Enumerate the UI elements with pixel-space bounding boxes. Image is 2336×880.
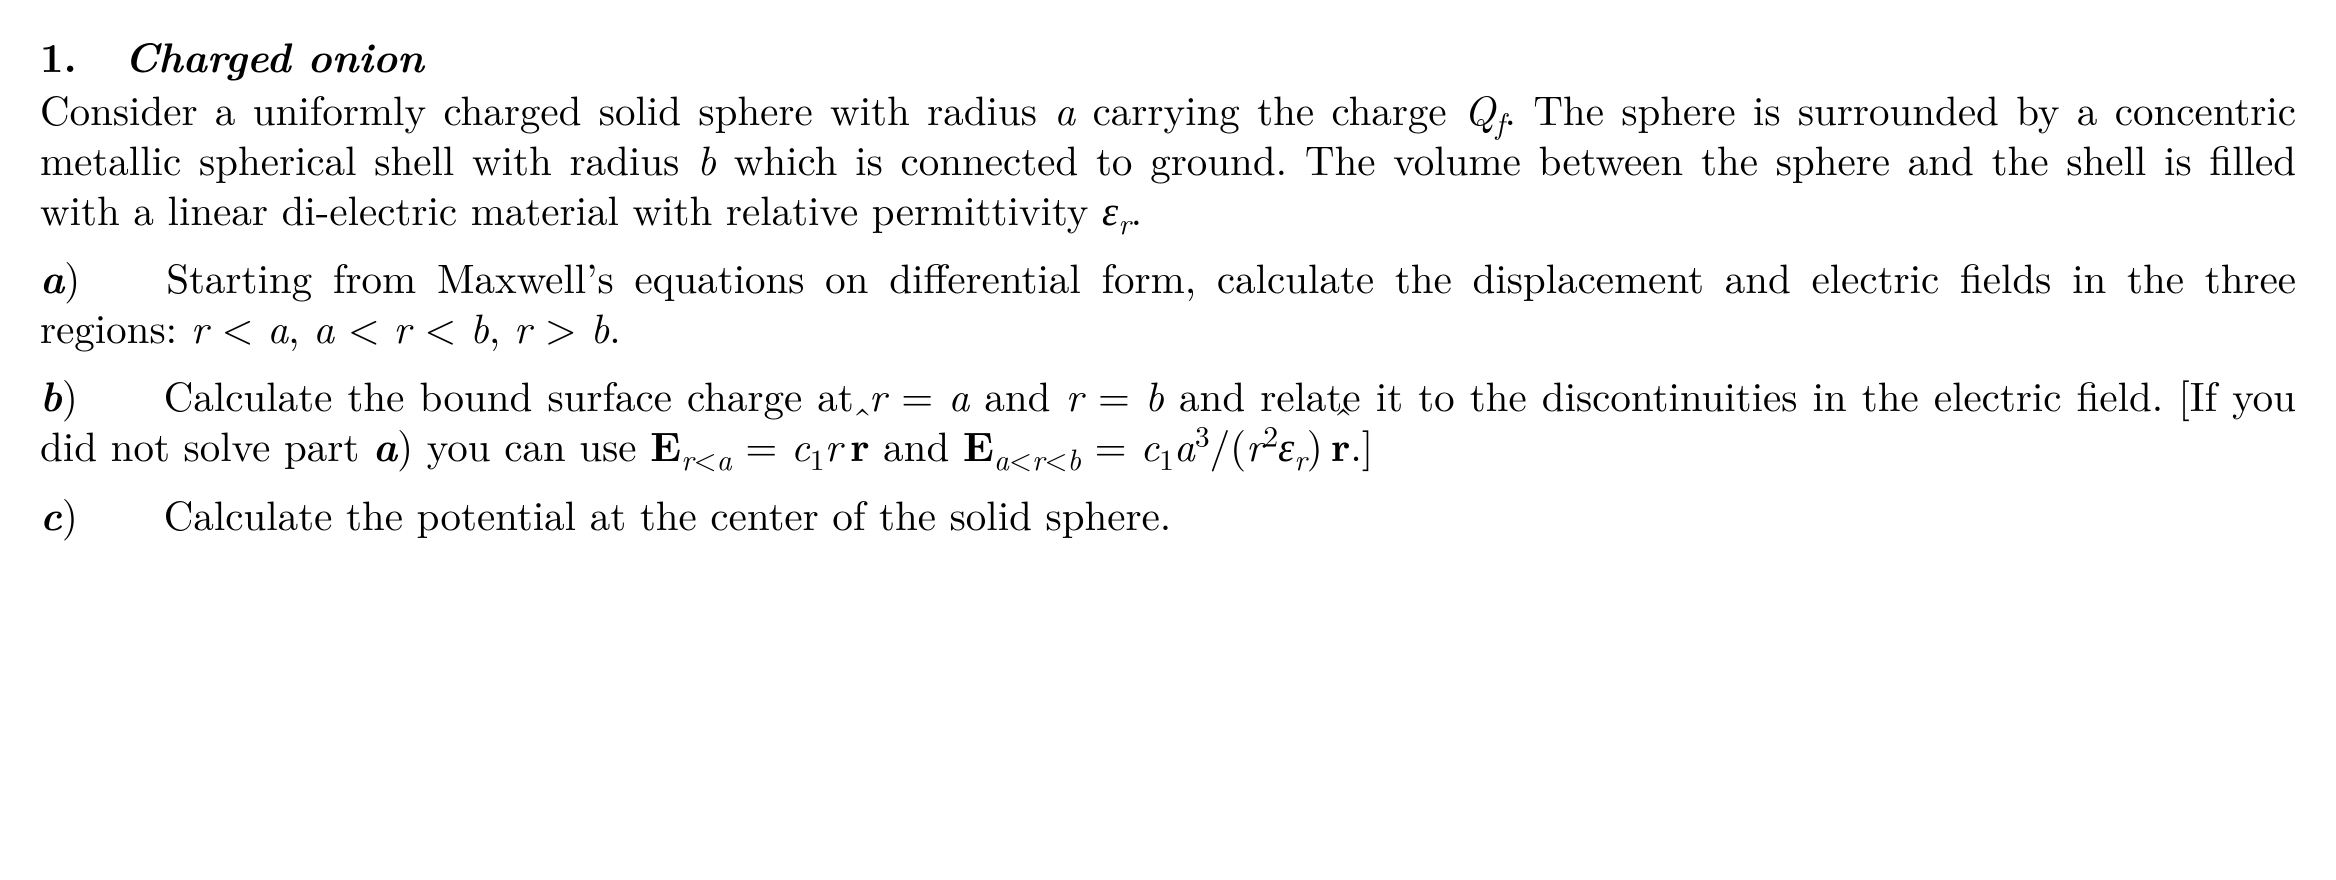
problem-heading: 1. Charged onion xyxy=(40,30,2296,81)
part-b: b)Calculate the bound surface charge at … xyxy=(40,369,2296,470)
problem-intro: Consider a uniformly charged solid spher… xyxy=(40,83,2296,233)
part-a: a)Starting from Maxwell’s equations on d… xyxy=(40,251,2296,351)
problem-title: Charged onion xyxy=(124,25,423,85)
part-c-text: Calculate the potential at the center of… xyxy=(164,484,1171,542)
part-b-text: Calculate the bound surface charge at r … xyxy=(40,365,2296,473)
problem-number: 1. xyxy=(40,27,77,85)
part-a-text: Starting from Maxwell’s equations on dif… xyxy=(40,247,2296,355)
part-c-label: c xyxy=(40,483,62,543)
part-c: c)Calculate the potential at the center … xyxy=(40,488,2296,538)
